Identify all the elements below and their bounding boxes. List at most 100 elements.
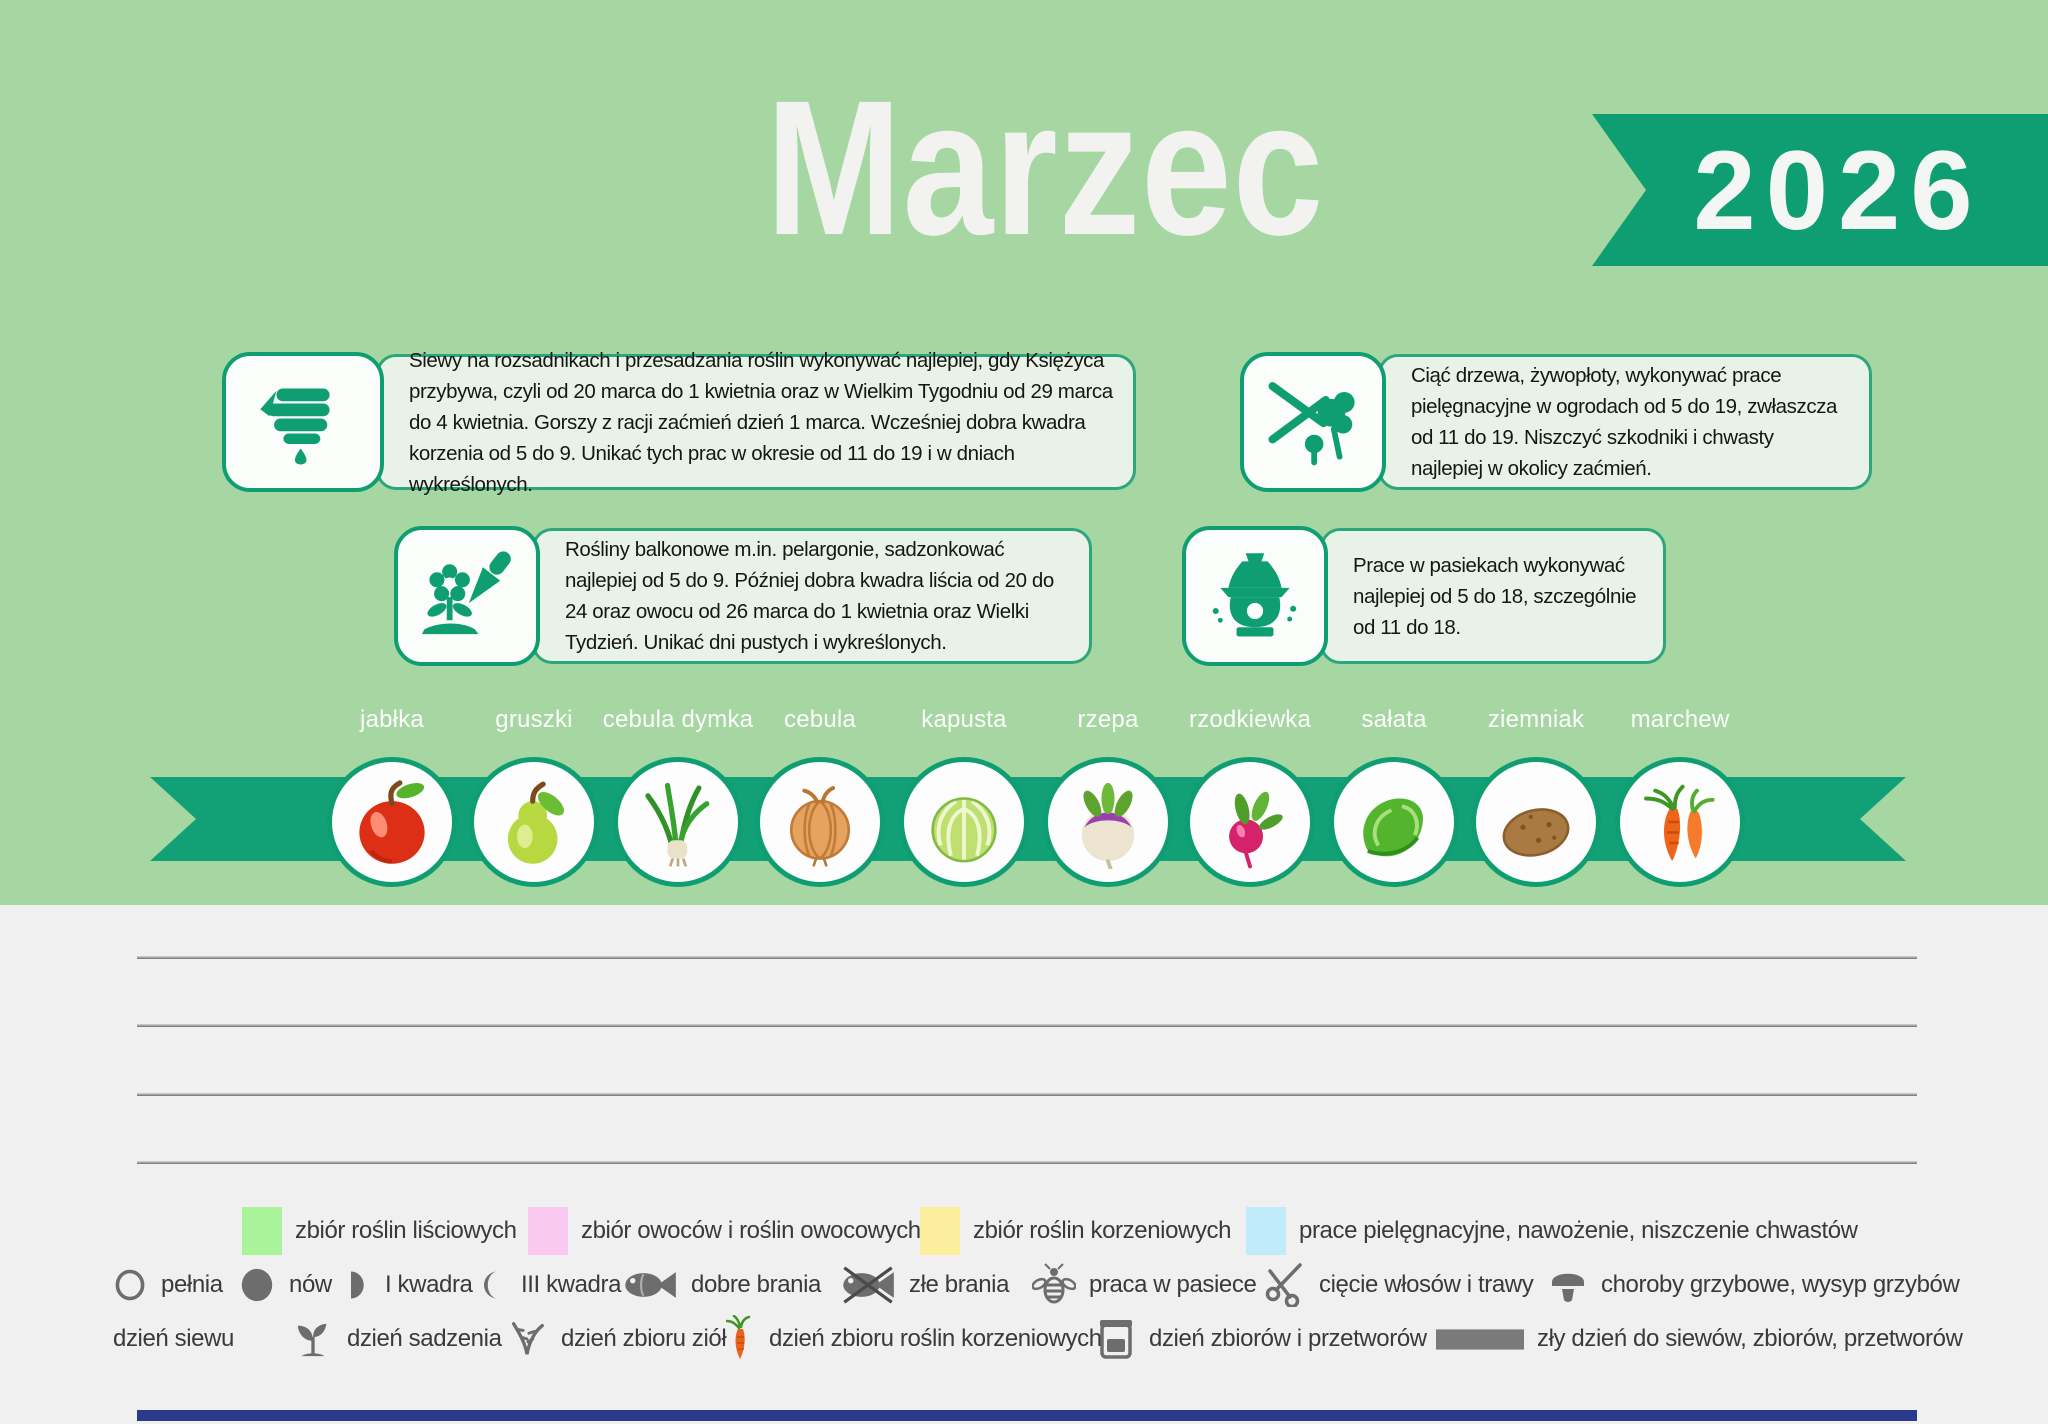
fish-icon [622,1265,678,1305]
spring-onion-icon [631,775,725,869]
color-swatch [920,1207,960,1255]
produce-item [1043,757,1173,887]
legend-label: dzień siewu [113,1325,235,1352]
info-text-pruning: Ciąć drzewa, żywopłoty, wykonywać prace … [1411,364,1838,480]
produce-label: rzepa [1077,706,1139,733]
legend-symbol-item: dobre brania [622,1257,821,1313]
produce-label: cebula [784,706,856,733]
carrots-icon [1633,775,1727,869]
produce-label: sałata [1361,706,1427,733]
legend-day-item: dzień zbiorów i przetworów [1096,1311,1427,1367]
notes-section: zbiór roślin liściowych zbiór owoców i ro… [0,905,2048,1424]
onion-icon [773,775,867,869]
info-text-apiary: Prace w pasiekach wykonywać najlepiej od… [1353,553,1637,639]
pear-icon [487,775,581,869]
produce-label: ziemniak [1487,706,1585,733]
carrot-icon [726,1315,756,1363]
legend-label: choroby grzybowe, wysyp grzybów [1601,1271,1960,1298]
first-quarter-moon-icon [342,1265,372,1305]
color-swatch [528,1207,568,1255]
produce-label: jabłka [360,706,424,733]
legend-symbol-item: pełnia [112,1257,223,1313]
legend-symbol-item: III kwadra [478,1257,621,1313]
header-section: Marzec 2026 Siewy na rozsadnikach i prze… [0,0,2048,905]
produce-item [1615,757,1745,887]
produce-item [327,757,457,887]
legend-color-item: zbiór roślin korzeniowych [920,1203,1232,1259]
legend-label: zły dzień do siewów, zbiorów, przetworów [1537,1325,1963,1352]
legend-label: cięcie włosów i trawy [1319,1271,1534,1298]
herbs-icon [506,1318,548,1360]
flower-trowel-icon [415,544,519,648]
legend-label: zbiór roślin korzeniowych [973,1217,1232,1244]
cabbage-icon [917,775,1011,869]
info-tile-balcony-plants [394,526,540,666]
info-text-sowing: Siewy na rozsadnikach i przesadzania roś… [409,348,1113,496]
legend-symbol-item: nów [238,1257,332,1313]
produce-label: cebula dymka [602,706,754,733]
info-tile-apiary [1182,526,1328,666]
legend-day-item: dzień zbioru roślin korzeniowych [726,1311,1102,1367]
legend-color-item: zbiór owoców i roślin owocowych [528,1203,921,1259]
produce-item [899,757,1029,887]
mushroom-icon [1548,1265,1588,1305]
bad-day-bar-icon [1436,1328,1524,1350]
info-text-balcony-plants: Rośliny balkonowe m.in. pelargonie, sadz… [565,538,1054,654]
legend-day-item: zły dzień do siewów, zbiorów, przetworów [1436,1311,1963,1367]
produce-item [1185,757,1315,887]
legend-label: praca w pasiece [1089,1271,1257,1298]
info-panel-balcony-plants: Rośliny balkonowe m.in. pelargonie, sadz… [532,528,1092,664]
jar-icon [1096,1317,1136,1361]
legend-day-item: dzień siewu [100,1311,234,1367]
legend-color-item: prace pielęgnacyjne, nawożenie, niszczen… [1246,1203,1858,1259]
scissors-icon [1262,1263,1306,1307]
pruning-shears-icon [1261,370,1365,474]
legend-symbol-item: praca w pasiece [1032,1257,1257,1313]
bee-icon [1032,1262,1076,1308]
radish-icon [1203,775,1297,869]
info-panel-sowing: Siewy na rozsadnikach i przesadzania roś… [376,349,1136,496]
seedling-icon [292,1318,334,1360]
produce-label: marchew [1630,706,1730,733]
legend-label: III kwadra [521,1271,622,1298]
lettuce-icon [1347,775,1441,869]
info-panel-apiary: Prace w pasiekach wykonywać najlepiej od… [1320,528,1666,664]
legend-label: zbiór roślin liściowych [295,1217,517,1244]
note-line [137,1093,1917,1096]
legend-label: prace pielęgnacyjne, nawożenie, niszczen… [1299,1217,1858,1244]
produce-item [1471,757,1601,887]
info-tile-pruning [1240,352,1386,492]
legend-label: dobre brania [691,1271,821,1298]
legend-label: dzień zbioru ziół [561,1325,727,1352]
year-banner: 2026 [1592,114,2048,266]
produce-item [613,757,743,887]
produce-label: rzodkiewka [1188,706,1312,733]
legend-label: zbiór owoców i roślin owocowych [581,1217,921,1244]
legend-day-item: dzień zbioru ziół [506,1311,727,1367]
legend-label: nów [289,1271,332,1298]
year-label: 2026 [1693,127,1983,253]
note-line [137,1161,1917,1164]
note-line [137,1024,1917,1027]
legend-label: pełnia [161,1271,223,1298]
legend-label: I kwadra [385,1271,473,1298]
new-moon-icon [238,1265,276,1305]
info-panel-pruning: Ciąć drzewa, żywopłoty, wykonywać prace … [1378,354,1872,490]
legend-symbol-item: złe brania [840,1257,1009,1313]
third-quarter-moon-icon [478,1265,508,1305]
produce-label: gruszki [495,706,573,733]
info-tile-sowing [222,352,384,492]
legend-symbol-item: choroby grzybowe, wysyp grzybów [1548,1257,1960,1313]
full-moon-icon [112,1266,148,1304]
legend-label: złe brania [909,1271,1010,1298]
fish-crossed-icon [840,1265,896,1305]
beehive-icon [1203,544,1307,648]
produce-item [755,757,885,887]
footer-strip [137,1410,1917,1421]
legend-symbol-item: cięcie włosów i trawy [1262,1257,1534,1313]
produce-item [469,757,599,887]
turnip-icon [1061,775,1155,869]
color-swatch [1246,1207,1286,1255]
sowing-hand-icon [251,370,355,474]
